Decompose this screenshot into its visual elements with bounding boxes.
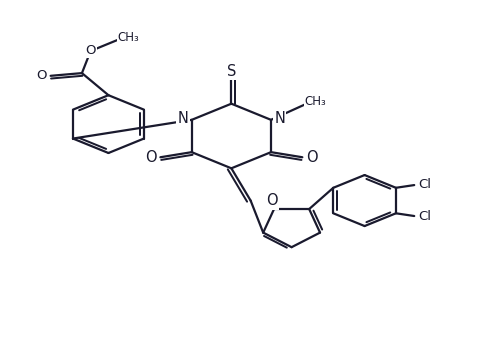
Text: CH₃: CH₃ [118,31,140,44]
Text: N: N [177,111,188,126]
Text: O: O [37,69,47,82]
Text: Cl: Cl [418,210,431,223]
Text: N: N [274,111,285,126]
Text: O: O [85,44,96,57]
Text: Cl: Cl [418,178,431,191]
Text: CH₃: CH₃ [305,95,326,108]
Text: O: O [306,150,318,165]
Text: O: O [145,150,157,165]
Text: O: O [266,193,278,208]
Text: S: S [227,64,236,79]
